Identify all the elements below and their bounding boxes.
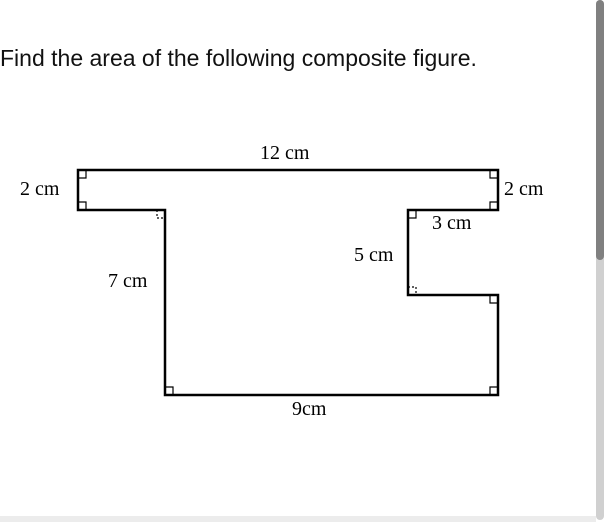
label-top: 12 cm — [260, 142, 309, 165]
horizontal-scrollbar-track[interactable] — [0, 516, 596, 522]
label-notch-right: 3 cm — [432, 212, 471, 235]
vertical-scrollbar-thumb[interactable] — [596, 0, 604, 260]
label-left-lower: 7 cm — [108, 270, 147, 293]
label-right-upper: 2 cm — [504, 178, 543, 201]
label-left-upper: 2 cm — [20, 178, 59, 201]
composite-figure: 12 cm 2 cm 2 cm 3 cm 5 cm 7 cm 9cm — [0, 140, 604, 430]
vertical-scrollbar-track[interactable] — [596, 0, 604, 520]
question-text: Find the area of the following composite… — [0, 45, 477, 72]
label-notch-height: 5 cm — [354, 244, 393, 267]
label-bottom: 9cm — [292, 398, 326, 421]
